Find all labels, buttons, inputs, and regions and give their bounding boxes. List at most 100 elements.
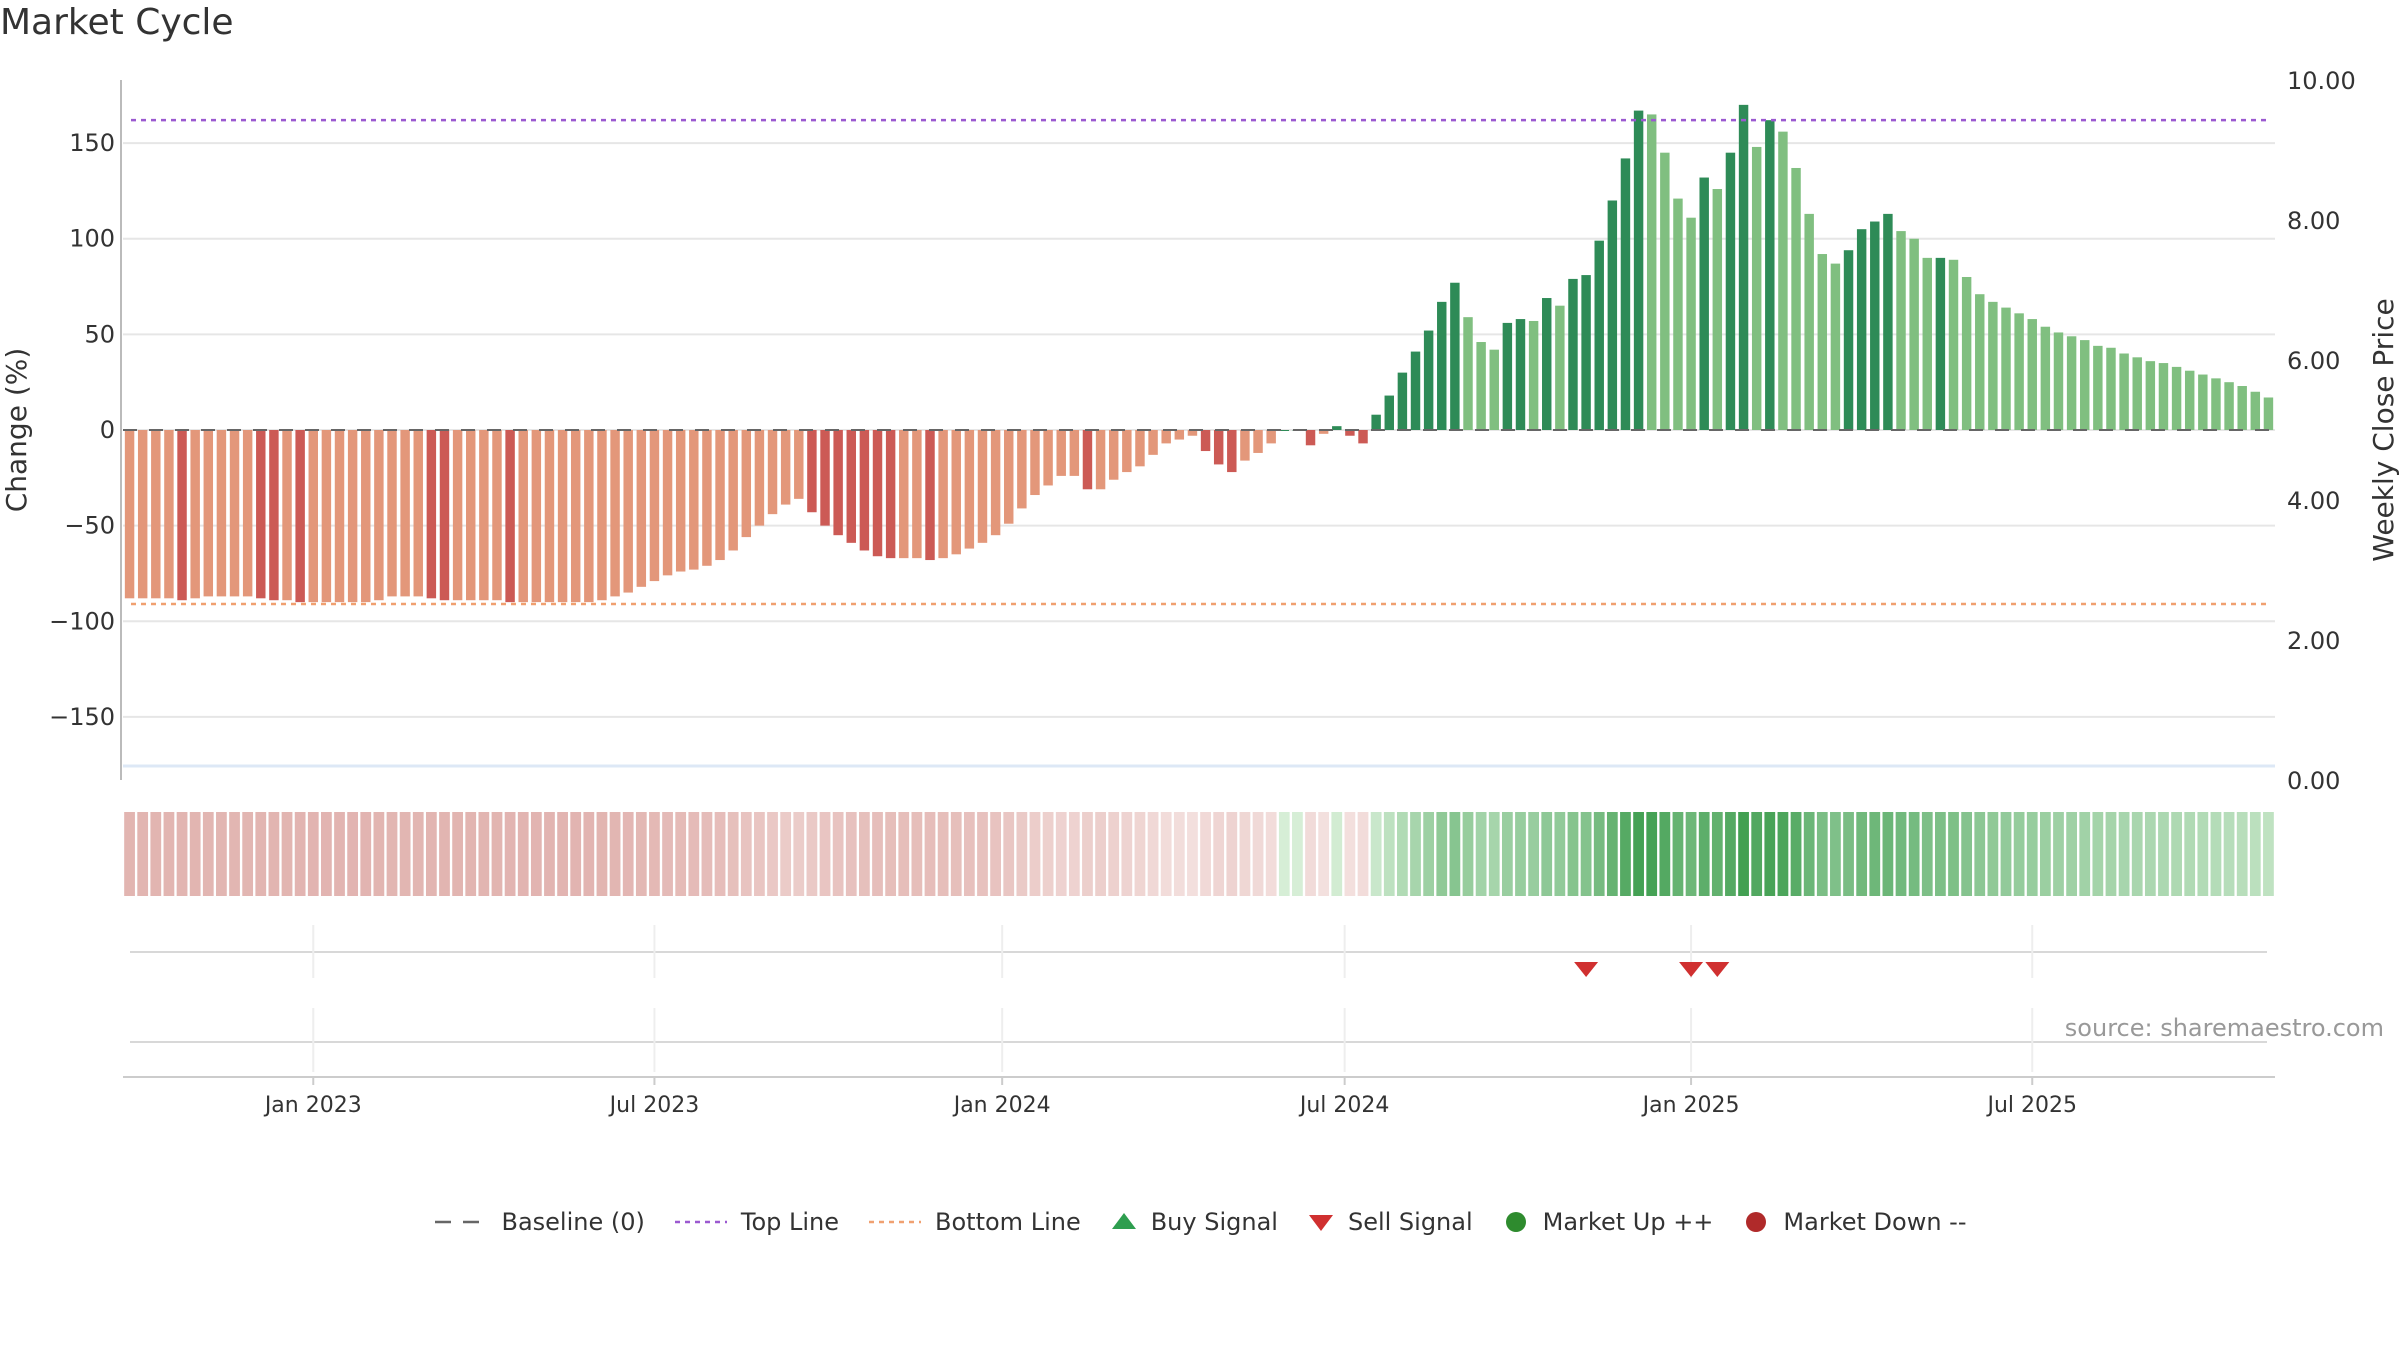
bar xyxy=(256,430,266,599)
bar xyxy=(334,430,345,603)
sell-signal-marker xyxy=(1574,962,1599,977)
y2-tick-label: 0.00 xyxy=(2287,767,2340,795)
bar xyxy=(164,430,174,599)
bar xyxy=(872,430,883,557)
heat-cell xyxy=(1646,812,1658,896)
bar xyxy=(2106,347,2116,430)
heat-cell xyxy=(2249,812,2261,896)
heat-cell xyxy=(1160,812,1172,896)
bar xyxy=(229,430,240,597)
bar xyxy=(1843,250,1854,430)
bar xyxy=(2053,332,2064,430)
legend-item[interactable]: Baseline (0) xyxy=(433,1208,645,1236)
bar xyxy=(544,430,555,603)
heat-cell xyxy=(347,812,359,896)
heat-cell xyxy=(1725,812,1736,896)
y2-tick-label: 8.00 xyxy=(2287,207,2340,235)
heat-cell xyxy=(649,812,660,896)
heat-cell xyxy=(1423,812,1435,896)
heat-cell xyxy=(1515,812,1526,896)
legend-label: Buy Signal xyxy=(1150,1208,1278,1236)
heat-cell xyxy=(583,812,595,896)
bar xyxy=(531,430,542,603)
bar xyxy=(1935,257,1946,430)
bar xyxy=(1148,430,1158,455)
bar xyxy=(2198,374,2208,430)
bar xyxy=(2040,326,2051,430)
heat-cell xyxy=(1147,812,1159,896)
bar xyxy=(1489,349,1499,430)
bar xyxy=(2027,319,2037,430)
bar xyxy=(964,430,975,549)
bar xyxy=(1555,305,1565,430)
heat-cell xyxy=(439,812,450,896)
triangle-down-icon xyxy=(1308,1215,1333,1231)
bar xyxy=(374,430,384,601)
y2-tick-label: 4.00 xyxy=(2287,487,2340,515)
heat-cell xyxy=(793,812,805,896)
heat-cell xyxy=(1554,812,1566,896)
heat-cell xyxy=(1830,812,1841,896)
bar xyxy=(2080,340,2090,430)
legend-item[interactable]: Buy Signal xyxy=(1109,1208,1278,1236)
heat-cell xyxy=(2013,812,2025,896)
heat-cell xyxy=(1738,812,1749,896)
bar xyxy=(728,430,738,551)
bar xyxy=(479,430,489,601)
heat-cell xyxy=(1252,812,1264,896)
bar xyxy=(1174,430,1185,440)
sell-signal-marker xyxy=(1705,962,1730,977)
x-tick-label: Jul 2025 xyxy=(1985,1093,2077,1118)
bar xyxy=(1765,120,1775,430)
heat-cell xyxy=(937,812,949,896)
heat-cell xyxy=(1436,812,1448,896)
y-tick-label: −100 xyxy=(49,607,115,635)
heat-cell xyxy=(740,812,752,896)
bar xyxy=(1122,430,1132,473)
heat-cell xyxy=(898,812,910,896)
heat-cell xyxy=(1869,812,1881,896)
bar xyxy=(1410,351,1421,430)
heat-cell xyxy=(1659,812,1671,896)
bar xyxy=(1817,254,1828,430)
bar xyxy=(2119,353,2129,430)
heat-cell xyxy=(202,812,214,896)
heat-cell xyxy=(596,812,608,896)
signal-rows xyxy=(130,925,2267,1072)
bar xyxy=(1883,213,1893,430)
heat-cell xyxy=(2092,812,2104,896)
heat-cell xyxy=(1580,812,1592,896)
bar xyxy=(2014,313,2024,430)
heat-cell xyxy=(609,812,621,896)
heat-cell xyxy=(2223,812,2235,896)
heat-cell xyxy=(1475,812,1487,896)
bar xyxy=(1437,301,1447,430)
bar xyxy=(623,430,633,593)
heat-cell xyxy=(1593,812,1605,896)
bar xyxy=(1043,430,1053,486)
reference-lines xyxy=(123,118,2275,606)
legend-item[interactable]: Top Line xyxy=(673,1208,839,1236)
heat-cell xyxy=(557,812,568,896)
heat-cell xyxy=(452,812,463,896)
legend-item[interactable]: Market Up ++ xyxy=(1501,1208,1714,1236)
x-tick-label: Jan 2025 xyxy=(1641,1093,1740,1118)
legend-item[interactable]: Bottom Line xyxy=(867,1208,1081,1236)
bar xyxy=(137,430,148,599)
bar xyxy=(1345,430,1355,436)
y-tick-label: −150 xyxy=(49,703,115,731)
heat-cell xyxy=(1016,812,1028,896)
heat-cell xyxy=(1541,812,1553,896)
bar xyxy=(820,430,830,526)
bar xyxy=(1870,221,1880,430)
legend-item[interactable]: Market Down -- xyxy=(1741,1208,1967,1236)
legend-item[interactable]: Sell Signal xyxy=(1306,1208,1473,1236)
legend-label: Market Up ++ xyxy=(1542,1208,1714,1236)
y-tick-label: 0 xyxy=(100,416,115,444)
heat-cell xyxy=(1331,812,1343,896)
bar xyxy=(1030,430,1040,496)
heat-cell xyxy=(425,812,437,896)
bar xyxy=(124,430,135,599)
heat-cell xyxy=(1606,812,1618,896)
x-tick-label: Jan 2024 xyxy=(952,1093,1051,1118)
